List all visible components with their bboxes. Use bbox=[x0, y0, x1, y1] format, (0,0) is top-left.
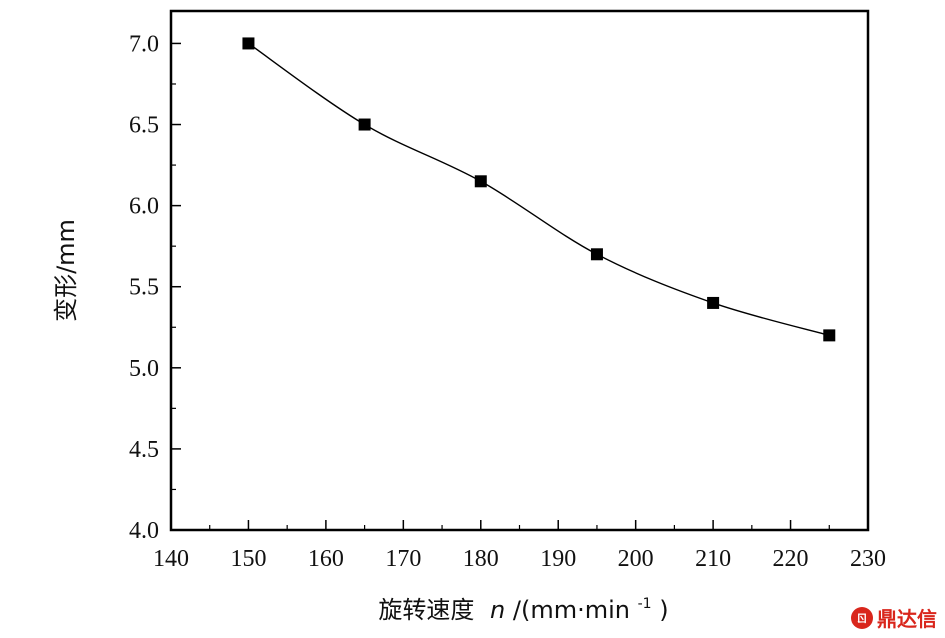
x-tick-label: 220 bbox=[773, 546, 809, 572]
data-point-marker bbox=[707, 296, 720, 309]
watermark-logo-icon: ㄖ bbox=[851, 606, 873, 629]
y-axis-ticks: 4.0 4.5 5.0 5.5 6.0 6.5 7.0 bbox=[129, 31, 181, 544]
y-tick-label: 6.0 bbox=[129, 194, 159, 220]
y-tick-label: 4.0 bbox=[129, 518, 159, 544]
x-tick-label: 160 bbox=[308, 546, 344, 572]
x-tick-label: 210 bbox=[695, 546, 731, 572]
y-tick-label: 4.5 bbox=[129, 437, 159, 463]
y-axis-title: 变形/mm bbox=[52, 219, 80, 322]
x-axis-title-var: n bbox=[490, 596, 505, 624]
x-axis-title-sup: -1 bbox=[638, 596, 652, 612]
watermark: ㄖ 鼎达信 bbox=[851, 603, 937, 632]
y-tick-label: 7.0 bbox=[129, 31, 159, 57]
series-line bbox=[248, 42, 830, 337]
data-point-marker bbox=[358, 118, 371, 131]
watermark-text: 鼎达信 bbox=[877, 607, 937, 631]
data-series bbox=[242, 37, 836, 342]
x-axis-title-main: 旋转速度 bbox=[378, 596, 474, 624]
x-tick-label: 170 bbox=[385, 546, 421, 572]
x-tick-label: 150 bbox=[230, 546, 266, 572]
data-point-marker bbox=[823, 329, 836, 342]
x-tick-label: 230 bbox=[850, 546, 886, 572]
x-tick-label: 200 bbox=[618, 546, 654, 572]
x-tick-label: 190 bbox=[540, 546, 576, 572]
y-tick-label: 5.5 bbox=[129, 275, 159, 301]
x-axis-title: 旋转速度 n /(mm·min -1 ) bbox=[378, 586, 668, 624]
data-point-marker bbox=[590, 248, 603, 261]
x-axis-ticks: 140 150 160 170 180 190 200 210 220 230 bbox=[153, 520, 886, 572]
x-tick-label: 180 bbox=[463, 546, 499, 572]
y-tick-label: 5.0 bbox=[129, 356, 159, 382]
y-tick-label: 6.5 bbox=[129, 113, 159, 139]
x-tick-label: 140 bbox=[153, 546, 189, 572]
x-axis-title-unit: /(mm·min bbox=[513, 596, 630, 624]
x-axis-title-close: ) bbox=[659, 596, 668, 624]
data-point-marker bbox=[474, 175, 487, 188]
plot-frame bbox=[169, 9, 870, 532]
data-point-marker bbox=[242, 37, 255, 50]
